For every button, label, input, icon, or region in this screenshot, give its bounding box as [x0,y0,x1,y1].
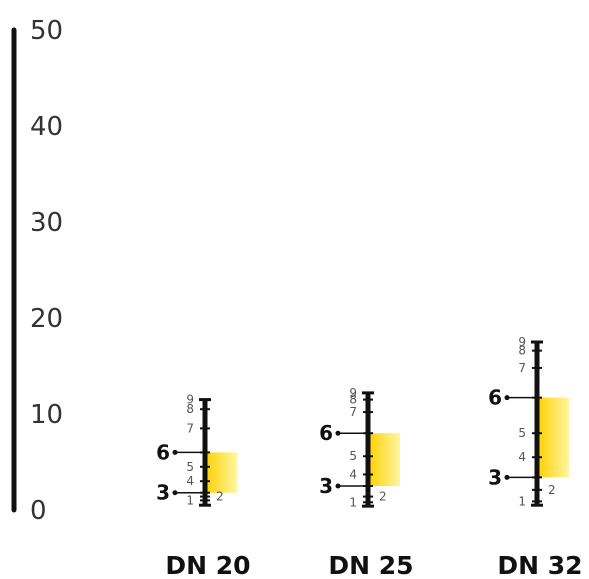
scale-tick-label: 4 [349,467,357,481]
scale-tick-label: 8 [518,344,526,358]
range-pointer-dot [172,490,178,496]
y-tick-label: 0 [30,496,47,526]
instrument-3: 1 2 4 5 7 89 3 6 [488,335,569,508]
scale-tick-label: 9 [518,335,526,349]
scale-tick-label: 9 [349,386,357,400]
scale-tick-label: 5 [518,426,526,440]
category-label: DN 25 [328,551,413,579]
y-tick-label: 10 [30,400,63,430]
range-high-label: 6 [319,421,333,445]
scale-tick-label: 2 [379,490,387,504]
scale-tick-label: 5 [349,449,357,463]
range-pointer-dot [335,430,341,436]
range-bar [205,452,237,493]
scale-tick-label: 5 [186,460,194,474]
range-low-label: 3 [156,481,170,505]
scale-tick-label: 2 [216,490,224,504]
range-pointer-dot [504,395,510,401]
category-labels: DN 20 DN 25 DN 32 [165,551,582,579]
scale-tick-label: 8 [186,402,194,416]
category-label: DN 32 [497,551,582,579]
y-tick-label: 50 [30,16,63,46]
range-low-label: 3 [488,465,502,489]
scale-tick-label: 7 [349,405,357,419]
range-pointer-dot [172,449,178,455]
range-high-label: 6 [156,440,170,464]
y-axis-ticks: 0 10 20 30 40 50 [30,16,63,526]
scale-tick-label: 7 [518,361,526,375]
scale-tick-label: 4 [186,474,194,488]
range-high-label: 6 [488,386,502,410]
scale-tick-label: 1 [186,493,194,507]
category-label: DN 20 [165,551,250,579]
range-pointer-dot [335,483,341,489]
scale-tick-label: 9 [186,393,194,407]
y-tick-label: 40 [30,112,63,142]
range-pointer-dot [504,474,510,480]
scale-tick-label: 8 [349,393,357,407]
scale-tick-label: 4 [518,450,526,464]
scale-tick-label: 2 [548,483,556,497]
range-bar [537,397,569,478]
scale-tick-label: 1 [518,494,526,508]
instrument-1: 1 2 45 7 89 3 6 [156,393,237,507]
scale-tick-label: 7 [186,421,194,435]
range-low-label: 3 [319,474,333,498]
range-bar [368,433,400,486]
y-tick-label: 20 [30,304,63,334]
scale-tick-label: 1 [349,495,357,509]
instrument-2: 1 2 4 5 789 3 6 [319,386,400,509]
y-tick-label: 30 [30,208,63,238]
